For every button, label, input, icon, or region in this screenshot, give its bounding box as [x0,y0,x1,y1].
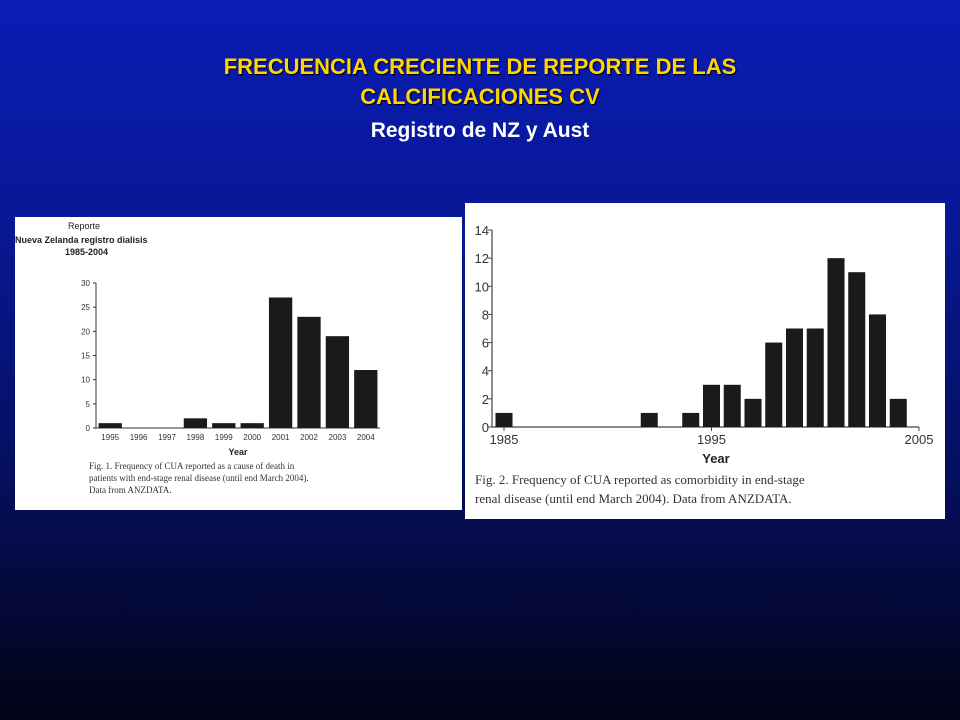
chart-1-y-tick-label: 15 [81,352,90,361]
chart-2-bar-1998 [765,342,783,427]
chart-1-bar-2000 [240,423,264,428]
chart-1-caption-line3: Data from ANZDATA. [89,485,172,495]
chart-panel-comorbidity: 0 2 4 6 8 10 12 14 1985 1995 2005 Year Fig. 2. Fr… [465,203,945,519]
chart-1-bar-1995 [98,423,122,428]
chart-1-y-tick-label: 25 [81,303,90,312]
chart-2-y-tick-label: 14 [475,223,489,238]
chart-1-y-tick-label: 30 [81,279,90,288]
chart-1-header-line1: Reporte [68,221,100,231]
chart-1-header-line3: 1985-2004 [65,247,108,257]
chart-2-y-tick-label: 8 [482,307,489,322]
chart-1-x-tick-label: 1995 [101,433,119,442]
chart-1-bar-2004 [354,370,378,428]
chart-1-x-tick-label: 1998 [187,433,205,442]
chart-1-x-tick-label: 1996 [130,433,148,442]
chart-2-bar-2002 [848,272,866,427]
chart-2-bar-2001 [827,258,845,427]
chart-1-caption-line1: Fig. 1. Frequency of CUA reported as a c… [89,461,295,471]
chart-1-x-tick-label: 2001 [272,433,290,442]
chart-1-bar-2002 [297,316,321,428]
chart-2-bar-1995 [702,384,721,427]
chart-2-bar-1992 [640,412,658,427]
chart-1-y-tick-label: 0 [86,424,91,433]
chart-panel-nz-deaths: Reporte Nueva Zelanda registro dialisis … [15,217,462,510]
chart-1-y-tick-label: 20 [81,327,90,336]
chart-2-bar-1997 [744,398,762,427]
chart-1-x-axis-label: Year [228,447,248,457]
chart-1-bar-1999 [212,423,236,428]
chart-2-x-axis-label: Year [702,451,729,466]
chart-1-x-tick-label: 1997 [158,433,176,442]
chart-1-svg: Reporte Nueva Zelanda registro dialisis … [15,221,380,495]
chart-2-bar-2004 [889,398,907,427]
slide-title-line1: FRECUENCIA CRECIENTE DE REPORTE DE LAS [223,54,737,79]
chart-1-y-tick-label: 10 [81,376,90,385]
slide-title-line2: CALCIFICACIONES CV [360,84,600,109]
chart-2-bar-2000 [806,328,824,427]
chart-1-x-tick-label: 2003 [329,433,347,442]
chart-2-y-tick-label: 2 [482,392,489,407]
chart-1-y-tick-label: 5 [86,400,91,409]
chart-2-caption-line1: Fig. 2. Frequency of CUA reported as com… [475,472,805,487]
chart-1-bar-2003 [325,336,350,428]
chart-2-bar-1996 [723,384,741,427]
chart-2-y-tick-label: 6 [482,336,489,351]
chart-2-y-tick-label: 4 [482,364,489,379]
chart-2-x-tick-label: 2005 [905,432,934,447]
chart-2-x-tick-label: 1985 [490,432,519,447]
chart-2-bar-1985 [495,412,513,427]
chart-1-bar-1998 [183,418,208,428]
chart-2-bar-1994 [682,412,700,427]
chart-1-x-tick-label: 1999 [215,433,233,442]
chart-2-y-tick-label: 0 [482,420,489,435]
chart-2-bar-1999 [785,328,804,427]
chart-1-x-tick-label: 2004 [357,433,375,442]
chart-1-header-line2: Nueva Zelanda registro dialisis [15,235,148,245]
chart-2-x-tick-label: 1995 [697,432,726,447]
chart-1-x-tick-label: 2000 [243,433,261,442]
chart-2-caption-line2: renal disease (until end March 2004). Da… [475,491,792,506]
chart-2-bar-2003 [868,314,887,427]
slide-subtitle: Registro de NZ y Aust [370,119,590,142]
chart-1-x-tick-label: 2002 [300,433,318,442]
chart-2-y-tick-label: 10 [475,279,489,294]
chart-1-bar-2001 [268,297,293,428]
chart-2-svg: 0 2 4 6 8 10 12 14 1985 1995 2005 Year Fig. 2. Fr… [475,223,934,506]
chart-1-caption-line2: patients with end-stage renal disease (u… [89,473,309,483]
chart-2-y-tick-label: 12 [475,251,489,266]
